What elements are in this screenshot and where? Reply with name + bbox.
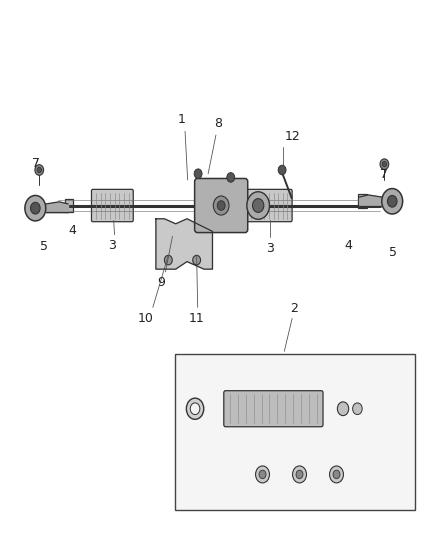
Circle shape (278, 165, 286, 175)
Text: 4: 4 (345, 239, 353, 252)
Circle shape (382, 189, 403, 214)
Bar (176, 354, 415, 511)
FancyBboxPatch shape (194, 179, 248, 232)
Text: 7: 7 (379, 168, 388, 181)
Circle shape (35, 165, 44, 175)
Text: 11: 11 (188, 312, 204, 325)
FancyBboxPatch shape (246, 189, 292, 222)
Text: 3: 3 (266, 241, 274, 255)
Text: 7: 7 (32, 157, 40, 170)
Text: 10: 10 (138, 312, 154, 325)
FancyBboxPatch shape (224, 391, 323, 427)
Circle shape (382, 161, 387, 167)
FancyBboxPatch shape (92, 189, 133, 222)
Circle shape (255, 466, 269, 483)
Text: 1: 1 (178, 113, 186, 126)
Circle shape (193, 255, 201, 265)
Circle shape (217, 201, 225, 211)
Text: 5: 5 (389, 246, 397, 260)
Circle shape (164, 255, 172, 265)
Text: 8: 8 (214, 117, 222, 130)
Bar (358, 195, 367, 208)
Circle shape (213, 196, 229, 215)
Circle shape (353, 403, 362, 415)
Circle shape (259, 470, 266, 479)
Text: 5: 5 (40, 240, 48, 253)
Circle shape (380, 159, 389, 169)
Circle shape (194, 169, 202, 179)
Circle shape (25, 196, 46, 221)
Text: 3: 3 (109, 239, 117, 252)
Circle shape (293, 466, 307, 483)
Circle shape (190, 403, 200, 415)
Circle shape (247, 192, 269, 219)
Circle shape (388, 196, 397, 207)
Circle shape (333, 470, 340, 479)
Circle shape (329, 466, 343, 483)
Text: 2: 2 (290, 302, 298, 316)
Circle shape (31, 203, 40, 214)
Text: 4: 4 (68, 224, 76, 237)
Text: 12: 12 (285, 131, 301, 143)
Circle shape (186, 398, 204, 419)
Circle shape (227, 173, 235, 182)
Text: 9: 9 (158, 276, 166, 289)
Circle shape (253, 199, 264, 213)
Polygon shape (156, 219, 212, 269)
Circle shape (337, 402, 349, 416)
Circle shape (37, 167, 42, 173)
Circle shape (296, 470, 303, 479)
Bar (65, 199, 73, 213)
